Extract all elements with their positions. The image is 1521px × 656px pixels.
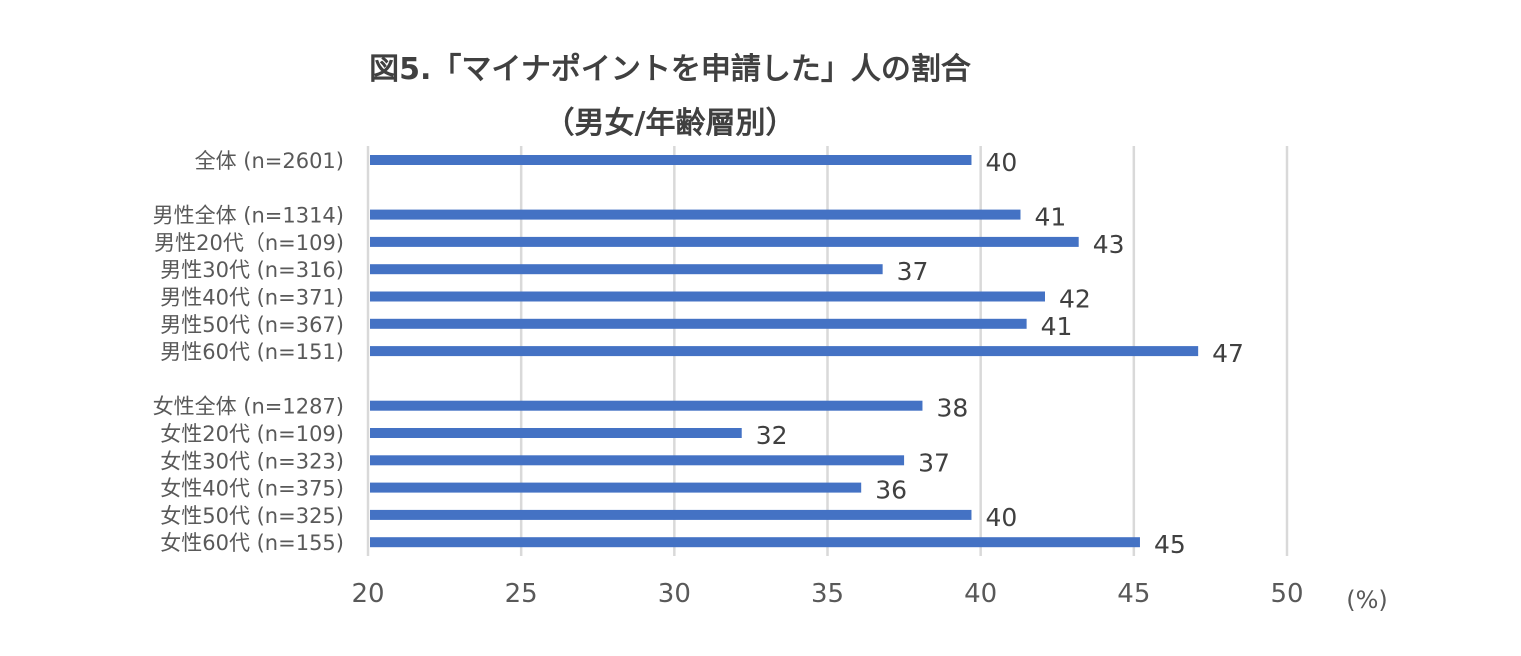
bar	[370, 509, 972, 520]
category-label: 男性50代 (n=367)	[160, 313, 344, 337]
data-label: 38	[936, 394, 968, 423]
category-label: 男性40代 (n=371)	[160, 286, 344, 310]
category-label: 男性20代（n=109)	[154, 231, 344, 255]
bar	[370, 236, 1079, 247]
data-label: 36	[875, 476, 907, 505]
category-label: 女性60代 (n=155)	[160, 531, 344, 555]
x-tick-label: 45	[1117, 579, 1150, 609]
x-tick-label: 25	[505, 579, 538, 609]
bar	[370, 455, 905, 466]
bar	[370, 291, 1045, 302]
category-label: 女性30代 (n=323)	[160, 449, 344, 473]
data-label: 37	[918, 448, 950, 477]
bar	[370, 428, 742, 438]
data-label: 43	[1093, 230, 1125, 259]
data-label: 40	[985, 148, 1017, 177]
x-tick-label: 50	[1270, 579, 1303, 609]
category-label: 男性30代 (n=316)	[160, 258, 344, 282]
bar	[370, 346, 1199, 357]
x-tick-label: 30	[658, 579, 691, 609]
chart-title-line-2: （男女/年齢層別）	[544, 106, 796, 141]
data-label: 41	[1034, 203, 1066, 232]
category-label: 全体 (n=2601)	[195, 149, 344, 173]
bar	[370, 155, 972, 165]
bar	[370, 209, 1021, 220]
bar	[370, 318, 1027, 329]
bar	[370, 264, 883, 275]
x-axis-unit-label: (%)	[1346, 586, 1388, 614]
bar	[370, 537, 1140, 548]
bar	[370, 482, 862, 493]
data-label: 37	[897, 257, 929, 286]
category-label: 女性50代 (n=325)	[160, 504, 344, 528]
category-label: 男性全体 (n=1314)	[153, 204, 344, 228]
x-tick-label: 20	[351, 579, 384, 609]
x-tick-label: 35	[811, 579, 844, 609]
data-label: 42	[1059, 285, 1091, 314]
data-label: 45	[1154, 530, 1186, 559]
x-tick-label: 40	[964, 579, 997, 609]
category-label: 女性20代 (n=109)	[160, 422, 344, 446]
data-label: 47	[1212, 339, 1244, 368]
category-label: 女性全体 (n=1287)	[153, 395, 344, 419]
bar	[370, 400, 923, 411]
data-label: 41	[1041, 312, 1073, 341]
category-label: 女性40代 (n=375)	[160, 477, 344, 501]
data-label: 32	[756, 421, 788, 450]
chart-title-line-1: 図5.「マイナポイントを申請した」人の割合	[369, 52, 971, 87]
data-label: 40	[985, 503, 1017, 532]
category-label: 男性60代 (n=151)	[160, 340, 344, 364]
